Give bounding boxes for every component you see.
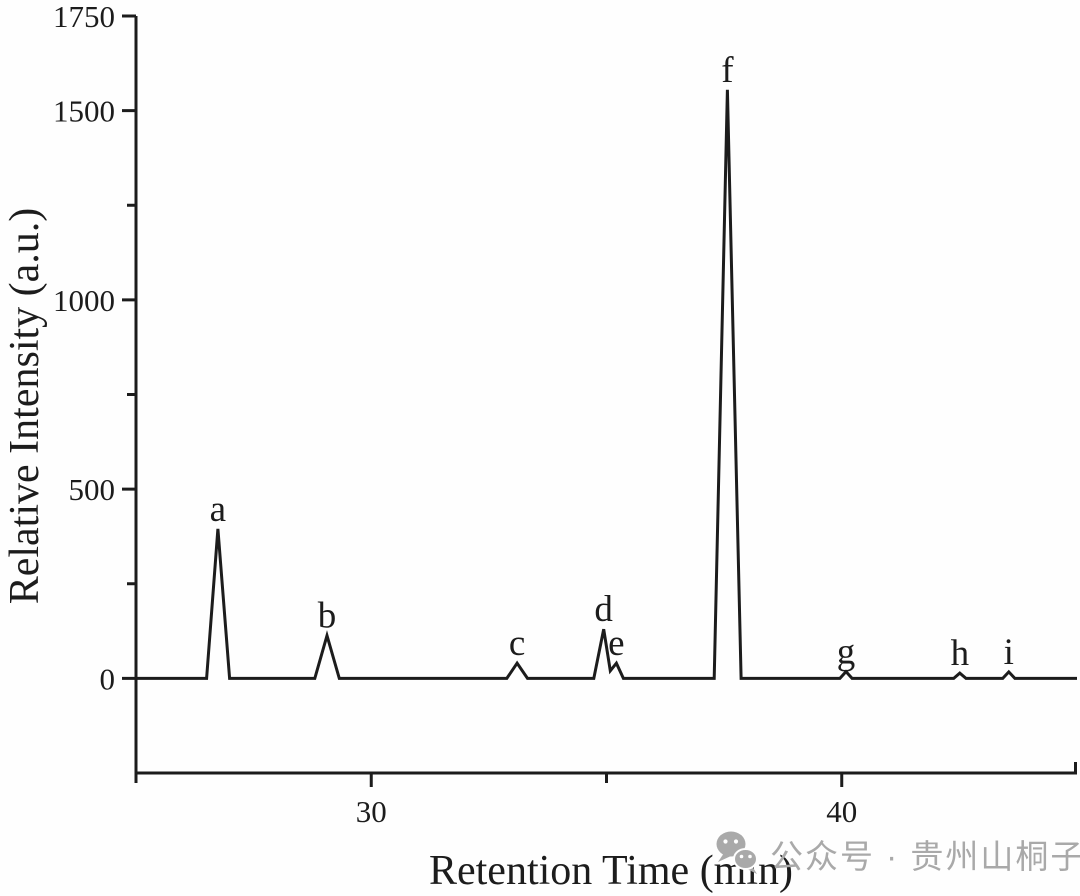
chart-label: d: [594, 589, 613, 630]
chart-label: 0: [100, 661, 116, 696]
chart-label: c: [509, 623, 525, 664]
watermark-text: 公众号 · 贵州山桐子: [770, 838, 1080, 875]
y-axis-title: Relative Intensity (a.u.): [2, 208, 48, 605]
chart-label: b: [318, 596, 337, 637]
chart-label: f: [721, 50, 734, 91]
chart-label: g: [837, 632, 856, 673]
chart-label: 40: [826, 794, 857, 829]
watermark: 公众号 · 贵州山桐子: [712, 828, 1080, 880]
chart-label: e: [608, 623, 624, 664]
wechat-icon: [716, 831, 758, 874]
chart-label: i: [1004, 632, 1014, 673]
chart-label: 1500: [53, 94, 115, 129]
chart-label: a: [210, 489, 226, 530]
chart-label: 1750: [53, 0, 115, 34]
chart-label: 1000: [53, 283, 115, 318]
chart-label: 500: [69, 472, 116, 507]
chart-label: 30: [356, 794, 387, 829]
chart-label: h: [951, 633, 970, 674]
chart-plot-area: 30 40 0 500 1000 1500 1750 a b c de f g h i: [53, 0, 1077, 829]
chromatogram-trace: [136, 89, 1077, 680]
